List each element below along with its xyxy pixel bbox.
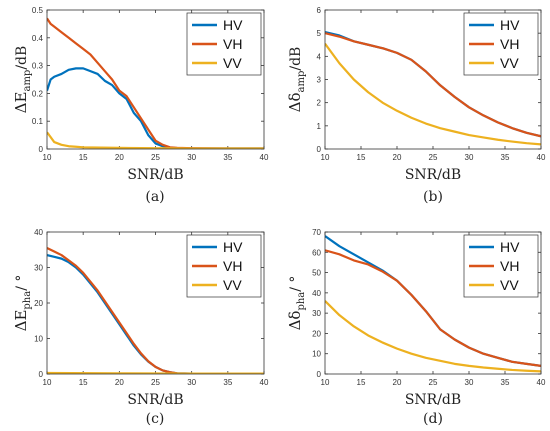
y-tick-label: 10 [34, 335, 43, 344]
y-tick-label: 60 [312, 248, 321, 257]
x-axis-label: SNR/dB [127, 392, 183, 408]
plot-frame [46, 9, 265, 150]
y-tick-label: 50 [312, 269, 321, 278]
panel-caption: (d) [423, 411, 443, 427]
x-tick-label: 20 [393, 153, 402, 162]
x-tick-label: 10 [321, 378, 330, 387]
x-tick-label: 25 [151, 378, 160, 387]
y-axis-label: ΔEamp/dB [12, 46, 33, 114]
y-tick-label: 0 [317, 370, 322, 379]
y-tick-label: 0.2 [32, 89, 44, 98]
legend-label-hv: HV [223, 17, 243, 33]
panel-caption: (a) [145, 189, 164, 205]
y-tick-label: 0.1 [32, 117, 44, 126]
y-tick-label: 0.3 [32, 62, 44, 71]
series-line-vv [325, 42, 541, 146]
y-tick-label: 30 [34, 264, 43, 273]
y-axis-label: Δδamp/dB [286, 47, 307, 113]
legend-label-vv: VV [500, 55, 519, 71]
x-axis-label: SNR/dB [405, 167, 461, 183]
legend-label-hv: HV [500, 17, 520, 33]
legend: HV VH VV [463, 12, 539, 76]
x-axis-label: SNR/dB [405, 392, 461, 408]
legend: HV VH VV [186, 12, 262, 76]
x-tick-label: 20 [115, 378, 124, 387]
legend: HV VH VV [186, 234, 262, 298]
x-tick-label: 30 [187, 378, 196, 387]
y-tick-label: 5 [317, 29, 322, 38]
x-tick-label: 10 [43, 378, 52, 387]
chart-panel-c: 10 15 20 25 30 35 40010203040HVVHVVSNR/dBΔEpha… [12, 228, 269, 427]
y-tick-label: 0 [39, 145, 44, 154]
x-tick-label: 20 [115, 153, 124, 162]
panel-caption: (c) [146, 411, 165, 427]
series-line-vv [325, 300, 541, 373]
y-tick-label: 4 [317, 52, 322, 61]
x-tick-label: 25 [429, 153, 438, 162]
y-tick-label: 70 [312, 228, 321, 237]
y-tick-label: 3 [317, 76, 322, 85]
x-tick-label: 25 [429, 378, 438, 387]
y-tick-label: 40 [312, 289, 321, 298]
chart-panel-b: 10 15 20 25 30 35 40 0 1 2 3 4 5 6 HV VH VV SNR/dB Δδamp/d… [286, 6, 546, 205]
x-tick-label: 15 [357, 153, 366, 162]
y-tick-label: 2 [317, 99, 322, 108]
x-tick-label: 40 [537, 378, 546, 387]
chart-panel-d: 10 15 20 25 30 35 40010203040506070HVVHVVSNR/d… [286, 228, 546, 427]
y-axis-label: ΔEpha/ ° [12, 275, 33, 332]
x-tick-label: 10 [321, 153, 330, 162]
y-tick-label: 0 [39, 370, 44, 379]
x-tick-label: 35 [223, 378, 232, 387]
legend-label-vv: VV [223, 277, 242, 293]
y-tick-label: 1 [317, 122, 322, 131]
x-tick-label: 30 [465, 153, 474, 162]
y-tick-label: 20 [34, 299, 43, 308]
series-line-vv [47, 131, 264, 149]
legend-label-vh: VH [223, 36, 242, 52]
legend-label-vh: VH [500, 36, 519, 52]
x-tick-label: 25 [151, 153, 160, 162]
x-tick-label: 10 [43, 153, 52, 162]
chart-panel-a: 10 15 20 25 30 35 40 0 0.1 0.2 0.3 0.4 0.5 HV VH VV SNR/… [12, 6, 269, 205]
y-tick-label: 30 [312, 309, 321, 318]
y-tick-label: 0 [317, 145, 322, 154]
legend-label-vv: VV [500, 277, 519, 293]
x-tick-label: 30 [187, 153, 196, 162]
x-tick-label: 40 [537, 153, 546, 162]
x-tick-label: 30 [465, 378, 474, 387]
x-tick-label: 35 [223, 153, 232, 162]
x-tick-label: 35 [501, 153, 510, 162]
series-line-vh [325, 32, 541, 138]
panel-caption: (b) [423, 189, 443, 205]
x-axis-label: SNR/dB [127, 167, 183, 183]
x-tick-label: 20 [393, 378, 402, 387]
y-axis-label: Δδpha/ ° [286, 276, 307, 331]
x-tick-label: 40 [260, 378, 269, 387]
y-tick-label: 6 [317, 6, 322, 15]
legend-label-vv: VV [223, 55, 242, 71]
y-tick-label: 0.5 [32, 6, 44, 15]
plot-frame [46, 231, 265, 375]
y-tick-label: 40 [34, 228, 43, 237]
x-tick-label: 35 [501, 378, 510, 387]
x-tick-label: 40 [260, 153, 269, 162]
legend-label-vh: VH [500, 258, 519, 274]
series-line-vh [325, 249, 541, 367]
y-tick-label: 0.4 [32, 34, 44, 43]
x-tick-label: 15 [357, 378, 366, 387]
legend-label-vh: VH [223, 258, 242, 274]
legend-label-hv: HV [500, 239, 520, 255]
series-line-vv [47, 371, 264, 374]
legend: HV VH VV [463, 234, 539, 298]
plot-frame [324, 9, 542, 150]
legend-label-hv: HV [223, 239, 243, 255]
plot-frame [324, 231, 542, 375]
x-tick-label: 15 [79, 378, 88, 387]
x-tick-label: 15 [79, 153, 88, 162]
y-tick-label: 10 [312, 350, 321, 359]
y-tick-label: 20 [312, 329, 321, 338]
